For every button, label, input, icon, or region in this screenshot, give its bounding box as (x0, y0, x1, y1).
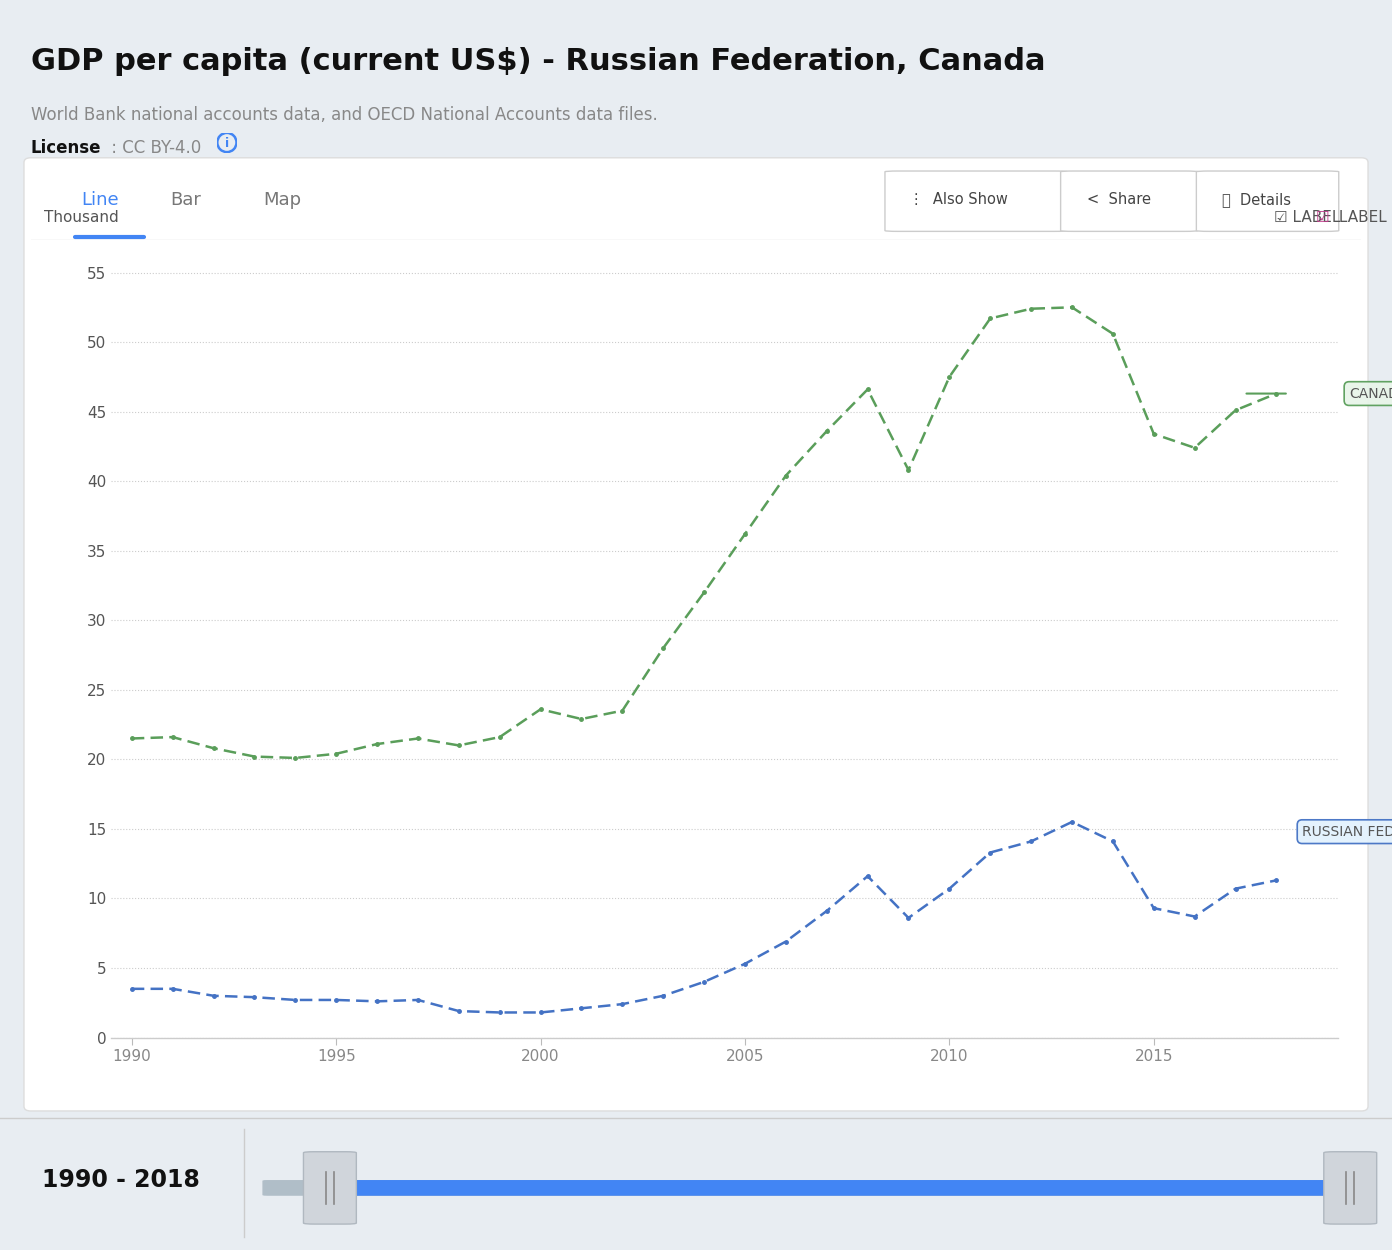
Text: CANADA: CANADA (1349, 386, 1392, 400)
FancyBboxPatch shape (1196, 171, 1339, 231)
Text: ⓘ  Details: ⓘ Details (1222, 192, 1290, 208)
FancyBboxPatch shape (885, 171, 1068, 231)
Text: RUSSIAN FEDERATION: RUSSIAN FEDERATION (1302, 825, 1392, 839)
Text: <  Share: < Share (1087, 192, 1151, 208)
Text: World Bank national accounts data, and OECD National Accounts data files.: World Bank national accounts data, and O… (31, 106, 657, 124)
FancyBboxPatch shape (1061, 171, 1197, 231)
Text: Thousand: Thousand (45, 210, 118, 225)
Text: ☑: ☑ (1315, 210, 1329, 225)
Text: ☑ LABEL: ☑ LABEL (1274, 210, 1340, 225)
Text: ⋮  Also Show: ⋮ Also Show (909, 192, 1008, 208)
Text: Map: Map (263, 191, 302, 209)
Text: Bar: Bar (170, 191, 202, 209)
FancyBboxPatch shape (330, 1181, 1352, 1195)
FancyBboxPatch shape (263, 1181, 1371, 1195)
Text: 1990 - 2018: 1990 - 2018 (42, 1168, 200, 1191)
Text: i: i (226, 136, 228, 150)
FancyBboxPatch shape (1324, 1151, 1377, 1224)
Text: LABEL: LABEL (1334, 210, 1386, 225)
FancyBboxPatch shape (303, 1151, 356, 1224)
Text: Line: Line (81, 191, 118, 209)
Text: : CC BY-4.0: : CC BY-4.0 (106, 139, 200, 156)
FancyBboxPatch shape (24, 158, 1368, 1111)
Text: GDP per capita (current US$) - Russian Federation, Canada: GDP per capita (current US$) - Russian F… (31, 48, 1045, 76)
Text: License: License (31, 139, 102, 156)
